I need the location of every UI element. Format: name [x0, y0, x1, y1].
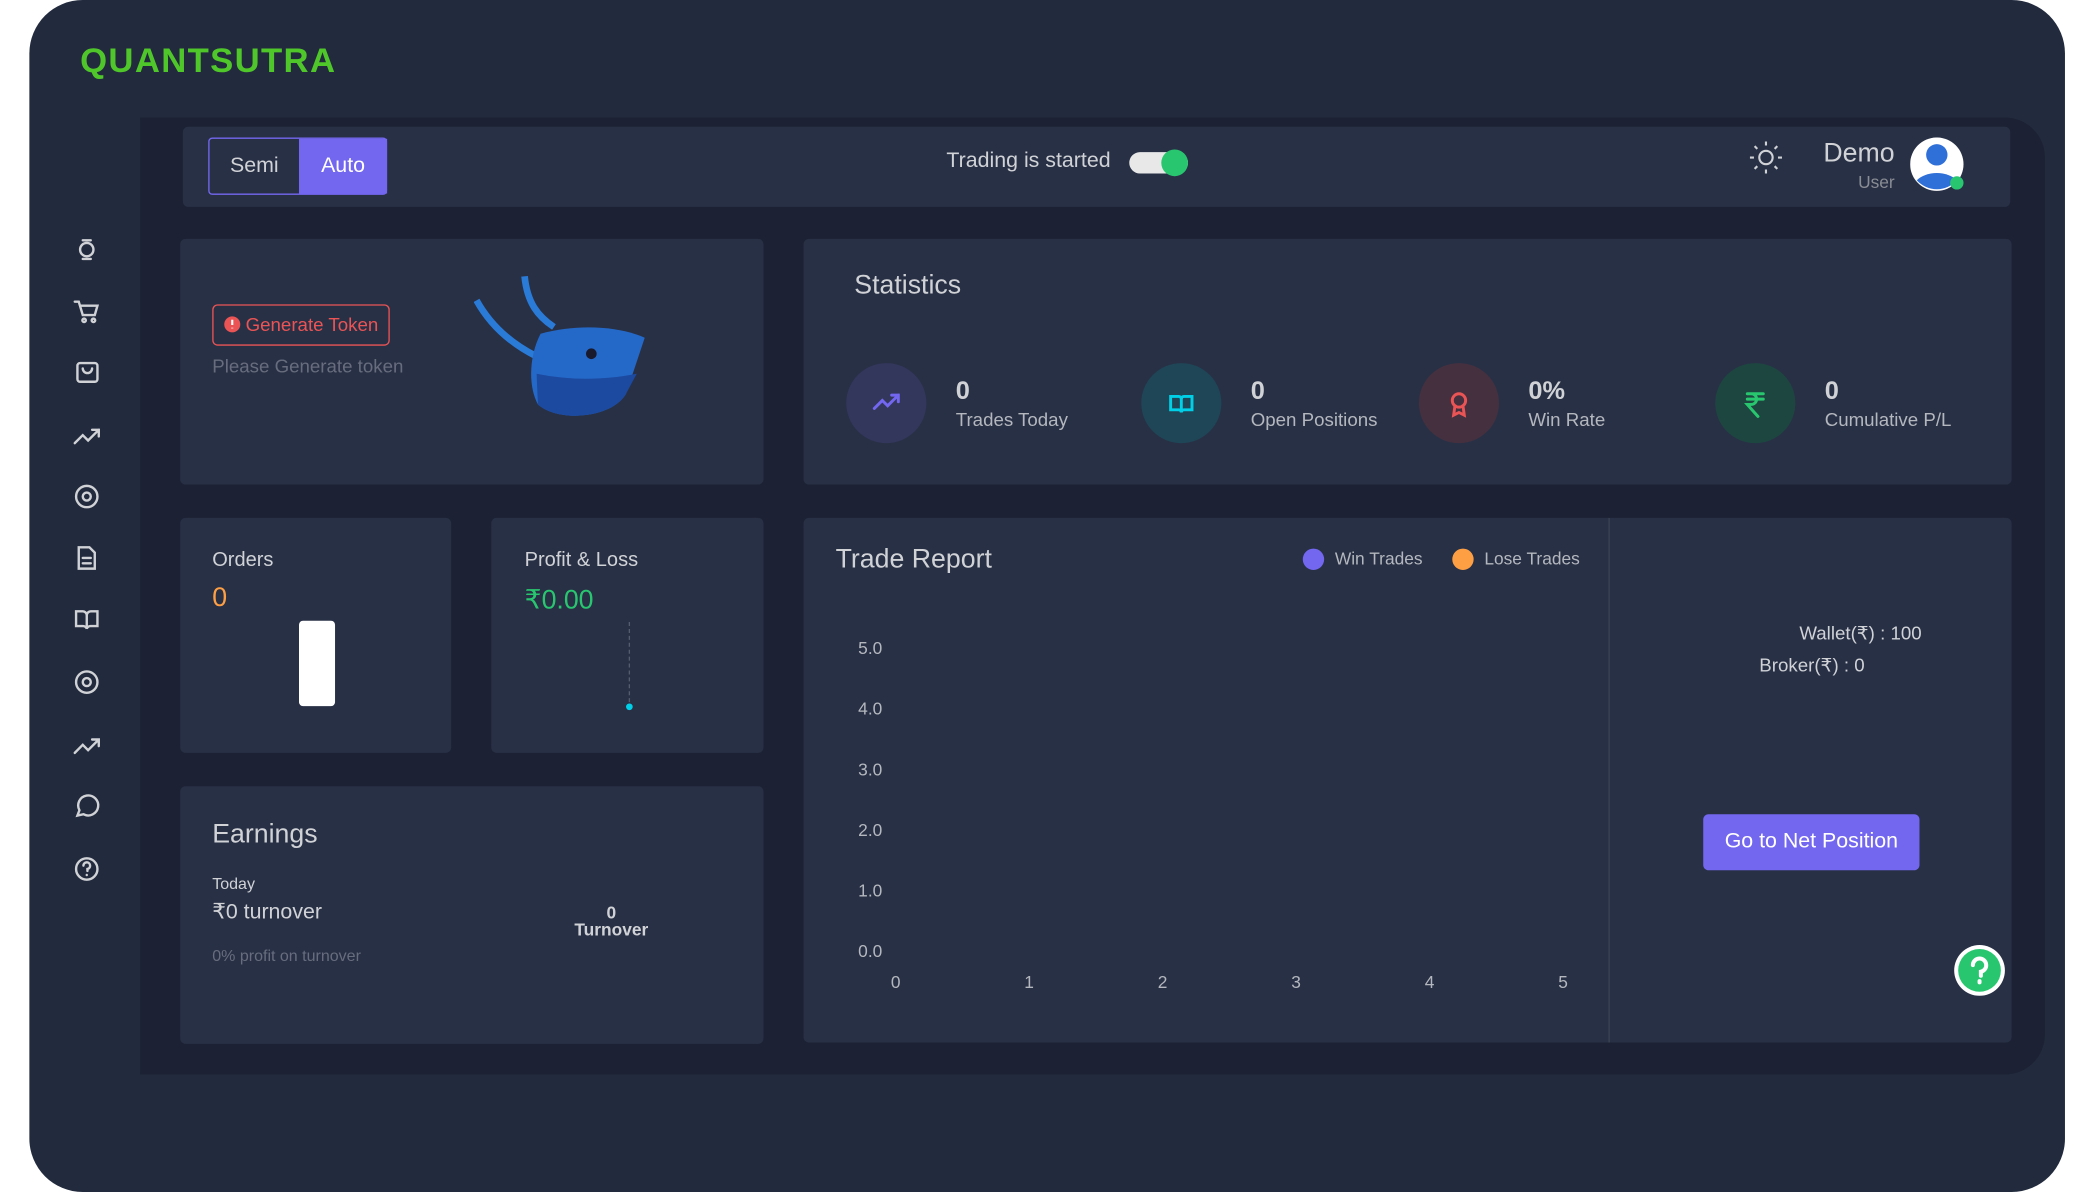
- pnl-spark-dot: [626, 703, 633, 711]
- y-tick-label: 4.0: [858, 699, 882, 719]
- trade-report-card: [803, 517, 2012, 1043]
- topbar: [182, 126, 2011, 207]
- y-tick-label: 0.0: [858, 941, 882, 961]
- pnl-value: ₹0.00: [524, 585, 594, 616]
- nav-icon[interactable]: [74, 610, 99, 630]
- logo[interactable]: QUANTSUTRA: [80, 40, 337, 81]
- statistics-card: [803, 238, 2012, 485]
- stat-icon: [846, 363, 927, 444]
- earnings-period: Today: [212, 874, 255, 893]
- stat-label: Open Positions: [1250, 408, 1378, 430]
- generate-token-button[interactable]: Generate Token: [212, 304, 391, 346]
- pnl-title: Profit & Loss: [524, 548, 639, 572]
- theme-icon[interactable]: [1749, 140, 1784, 175]
- stat-label: Win Rate: [1528, 408, 1606, 430]
- earnings-total-label: Turnover: [574, 919, 649, 940]
- legend-label: Win Trades: [1334, 548, 1423, 569]
- y-tick-label: 5.0: [858, 638, 882, 658]
- alert-icon: [224, 316, 241, 333]
- statistics-title: Statistics: [854, 270, 962, 301]
- stat-icon: [1141, 363, 1222, 444]
- legend-dot: [1302, 548, 1325, 570]
- trade-chart: 0.0 1.0 2.0 3.0 4.0 5.0 0 1 2 3 4 5: [858, 638, 1568, 992]
- trade-report-title: Trade Report: [835, 544, 992, 574]
- x-tick-label: 1: [1024, 972, 1034, 992]
- legend-label: Lose Trades: [1484, 548, 1580, 569]
- net-position-button[interactable]: Go to Net Position: [1703, 814, 1920, 871]
- nav-icon[interactable]: [78, 239, 95, 261]
- nav-icon[interactable]: [73, 300, 100, 324]
- help-button[interactable]: [1952, 942, 2008, 998]
- earnings-profit: 0% profit on turnover: [212, 946, 361, 966]
- stat-label: Cumulative P/L: [1824, 408, 1952, 430]
- stat-icon: [1715, 363, 1796, 444]
- nav-icon[interactable]: [74, 857, 99, 881]
- earnings-turnover: ₹0 turnover: [212, 901, 322, 924]
- x-tick-label: 0: [891, 972, 901, 992]
- y-tick-label: 3.0: [858, 759, 882, 779]
- sidebar: [73, 239, 100, 881]
- pnl-spark-line: [628, 622, 631, 703]
- orders-title: Orders: [212, 548, 274, 572]
- earnings-card: [180, 786, 764, 1044]
- trading-status: Trading is started: [946, 149, 1111, 173]
- token-hint: Please Generate token: [212, 355, 404, 377]
- orders-value: 0: [212, 583, 228, 613]
- avatar[interactable]: [1910, 137, 1969, 196]
- x-tick-label: 5: [1558, 972, 1568, 992]
- nav-icon[interactable]: [76, 361, 99, 383]
- earnings-title: Earnings: [212, 819, 318, 849]
- token-illustration: [473, 275, 645, 416]
- switch-knob: [1161, 149, 1188, 177]
- user-name: Demo: [1823, 138, 1895, 169]
- x-tick-label: 3: [1291, 972, 1301, 992]
- stat-icon: [1418, 363, 1500, 444]
- stat-glyph: [872, 393, 900, 410]
- token-card: [180, 238, 764, 485]
- user-role: User: [1858, 172, 1895, 193]
- nav-icon[interactable]: [73, 738, 100, 755]
- y-tick-label: 1.0: [858, 880, 882, 900]
- stat-value: 0: [955, 377, 970, 406]
- mode-semi[interactable]: Semi: [229, 154, 279, 178]
- broker-balance: Broker(₹) : 0: [1759, 654, 1865, 676]
- nav-icon[interactable]: [74, 670, 99, 694]
- stat-value: 0%: [1528, 377, 1566, 406]
- earnings-total: 0: [606, 902, 617, 923]
- stat-glyph: [1169, 394, 1194, 413]
- stat-value: 0: [1824, 377, 1839, 406]
- stat-label: Trades Today: [955, 408, 1068, 430]
- nav-icon[interactable]: [74, 484, 99, 509]
- x-tick-label: 2: [1158, 972, 1168, 992]
- stat-glyph: [1450, 392, 1468, 418]
- wallet-balance: Wallet(₹) : 100: [1799, 622, 1922, 644]
- stat-value: 0: [1250, 377, 1265, 406]
- divider: [1608, 517, 1610, 1043]
- nav-icon[interactable]: [77, 546, 96, 570]
- y-tick-label: 2.0: [858, 820, 882, 840]
- pnl-card: [491, 517, 764, 753]
- nav-icon[interactable]: [75, 794, 100, 818]
- orders-sparkbar: [298, 620, 336, 707]
- stat-glyph: [1744, 392, 1765, 418]
- legend-dot: [1452, 548, 1474, 570]
- nav-icon[interactable]: [73, 428, 100, 445]
- x-tick-label: 4: [1425, 972, 1435, 992]
- mode-auto[interactable]: Auto: [298, 138, 388, 194]
